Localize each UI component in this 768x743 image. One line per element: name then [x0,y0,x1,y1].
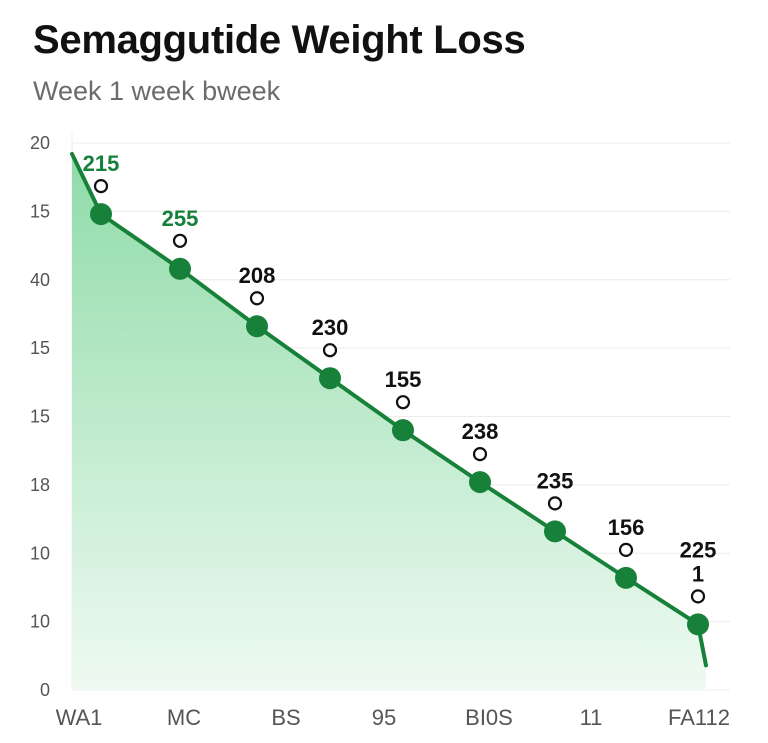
chart-subtitle: Week 1 week bweek [33,76,281,106]
x-tick-label: BS [271,705,300,730]
series-markers [90,179,709,636]
point-ring-marker [472,447,488,462]
x-tick-label: MC [167,705,201,730]
data-label: 235 [537,468,574,493]
point-ring-marker [690,589,706,604]
x-tick-label: 95 [372,705,396,730]
data-point [90,203,112,226]
y-tick-label: 0 [40,680,50,700]
point-ring-marker [618,542,634,557]
data-label: 208 [239,263,276,288]
y-axis: 20 15 40 15 15 18 10 10 0 [30,133,50,700]
data-label-line: 225 [680,537,717,562]
x-tick-label: BI0S [465,705,513,730]
y-tick-label: 40 [30,270,50,290]
data-point [544,520,566,543]
y-tick-label: 20 [30,133,50,153]
x-tick-label: WA1 [56,705,103,730]
point-ring-marker [249,291,265,306]
data-point [469,471,491,494]
point-ring-marker [395,395,411,410]
data-label-line: 1 [692,561,704,586]
data-label: 230 [312,315,349,340]
data-point [319,367,341,390]
chart-title: Semaggutide Weight Loss [33,18,526,62]
data-point [169,257,191,280]
data-point [392,419,414,442]
data-labels: 215 255 208 230 155 238 235 156 225 1 [83,151,717,586]
x-tick-label: FA112 [668,705,730,730]
data-point [246,315,268,338]
data-point [687,613,709,636]
data-point [615,566,637,589]
data-label: 255 [162,206,199,231]
data-label: 155 [385,367,422,392]
point-ring-marker [172,233,188,248]
y-tick-label: 15 [30,338,50,358]
y-tick-label: 10 [30,612,50,632]
x-axis: WA1 MC BS 95 BI0S 11 FA112 [56,705,730,730]
y-tick-label: 10 [30,543,50,563]
point-ring-marker [322,343,338,358]
point-ring-marker [547,496,563,511]
data-label: 215 [83,151,120,176]
y-tick-label: 18 [30,475,50,495]
data-label: 156 [608,515,645,540]
data-label: 238 [462,419,499,444]
x-tick-label: 11 [580,705,603,730]
y-tick-label: 15 [30,201,50,221]
y-tick-label: 15 [30,407,50,427]
point-ring-marker [93,179,109,194]
data-label: 225 1 [680,537,717,586]
